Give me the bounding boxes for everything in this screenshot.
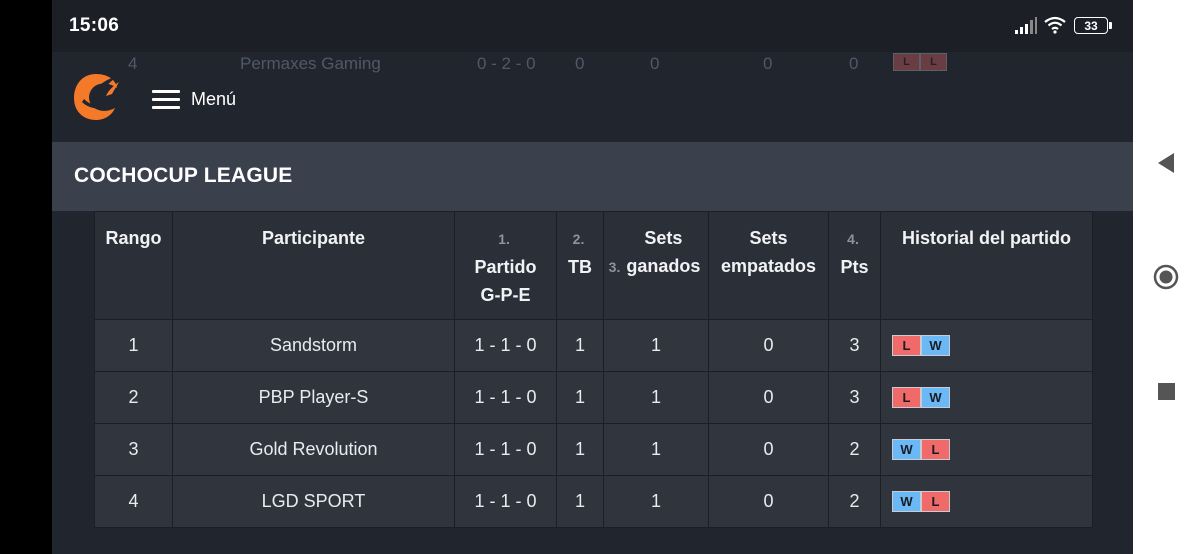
col-header-sets-tied[interactable]: Sets empatados <box>708 211 829 320</box>
menu-button[interactable]: Menú <box>152 86 236 112</box>
ghost-pts: 0 <box>849 54 859 73</box>
brand-logo-icon[interactable] <box>72 72 120 122</box>
record-cell: 1 - 1 - 0 <box>454 475 557 528</box>
home-icon[interactable] <box>1153 264 1179 290</box>
win-badge[interactable]: W <box>892 491 921 512</box>
ghost-rank: 4 <box>128 54 138 73</box>
col-header-record[interactable]: 1. Partido G-P-E <box>454 211 557 320</box>
loss-badge[interactable]: L <box>921 491 950 512</box>
standings-table: Rango Participante 1. Partido G-P-E 2. TB … <box>94 211 1093 528</box>
rank-cell: 3 <box>94 423 173 476</box>
signal-icon <box>1015 17 1037 34</box>
sets-tied-cell: 0 <box>708 423 829 476</box>
hamburger-icon[interactable] <box>152 89 180 109</box>
pts-cell: 3 <box>828 371 881 424</box>
battery-tip <box>1109 22 1112 29</box>
battery-icon: 33 <box>1074 17 1108 34</box>
sets-won-cell: 1 <box>603 319 709 372</box>
record-cell: 1 - 1 - 0 <box>454 423 557 476</box>
pts-cell: 2 <box>828 423 881 476</box>
ghost-ties: 0 <box>763 54 773 73</box>
col-header-rank[interactable]: Rango <box>94 211 173 320</box>
ghost-name: Permaxes Gaming <box>240 54 381 73</box>
participant-cell[interactable]: Sandstorm <box>172 319 455 372</box>
tb-cell: 1 <box>556 319 604 372</box>
league-title: COCHOCUP LEAGUE <box>74 164 293 187</box>
back-icon[interactable] <box>1156 152 1176 174</box>
tb-cell: 1 <box>556 371 604 424</box>
record-cell: 1 - 1 - 0 <box>454 319 557 372</box>
tb-cell: 1 <box>556 423 604 476</box>
rank-cell: 2 <box>94 371 173 424</box>
pts-cell: 3 <box>828 319 881 372</box>
table-header-row: Rango Participante 1. Partido G-P-E 2. TB … <box>94 211 1093 320</box>
wifi-icon <box>1044 16 1066 34</box>
sets-won-cell: 1 <box>603 475 709 528</box>
win-badge[interactable]: W <box>921 387 950 408</box>
col-header-history[interactable]: Historial del partido <box>880 211 1093 320</box>
system-nav-bar <box>1133 0 1200 554</box>
battery-level: 33 <box>1084 18 1098 33</box>
win-badge[interactable]: W <box>921 335 950 356</box>
record-cell: 1 - 1 - 0 <box>454 371 557 424</box>
participant-cell[interactable]: PBP Player-S <box>172 371 455 424</box>
participant-cell[interactable]: Gold Revolution <box>172 423 455 476</box>
status-icons: 33 <box>1015 16 1115 36</box>
col-header-tb[interactable]: 2. TB <box>556 211 604 320</box>
menu-label: Menú <box>191 88 237 109</box>
sets-tied-cell: 0 <box>708 475 829 528</box>
col-header-pts[interactable]: 4. Pts <box>828 211 881 320</box>
loss-badge[interactable]: L <box>892 387 921 408</box>
sets-won-cell: 1 <box>603 371 709 424</box>
pts-cell: 2 <box>828 475 881 528</box>
ghost-record: 0 - 2 - 0 <box>477 54 536 73</box>
rank-cell: 4 <box>94 475 173 528</box>
scrolled-row: 4 Permaxes Gaming 0 - 2 - 0 0 0 0 0 L L <box>52 52 1133 80</box>
status-time: 15:06 <box>69 15 120 36</box>
recents-icon[interactable] <box>1158 383 1175 400</box>
status-bar: 15:06 33 <box>52 0 1133 52</box>
tb-cell: 1 <box>556 475 604 528</box>
site-header: Menú <box>52 52 1133 142</box>
win-badge[interactable]: W <box>892 439 921 460</box>
loss-badge[interactable]: L <box>921 439 950 460</box>
sets-tied-cell: 0 <box>708 319 829 372</box>
rank-cell: 1 <box>94 319 173 372</box>
league-header: COCHOCUP LEAGUE <box>52 142 1133 211</box>
sets-tied-cell: 0 <box>708 371 829 424</box>
col-header-sets-won[interactable]: 3.Sets ganados <box>603 211 709 320</box>
sets-won-cell: 1 <box>603 423 709 476</box>
ghost-tb: 0 <box>575 54 585 73</box>
participant-cell[interactable]: LGD SPORT <box>172 475 455 528</box>
app-screen: 4 Permaxes Gaming 0 - 2 - 0 0 0 0 0 L L … <box>52 0 1133 554</box>
col-header-participant[interactable]: Participante <box>172 211 455 320</box>
ghost-sets: 0 <box>650 54 660 73</box>
loss-badge[interactable]: L <box>892 335 921 356</box>
ghost-history: L L <box>893 53 947 71</box>
